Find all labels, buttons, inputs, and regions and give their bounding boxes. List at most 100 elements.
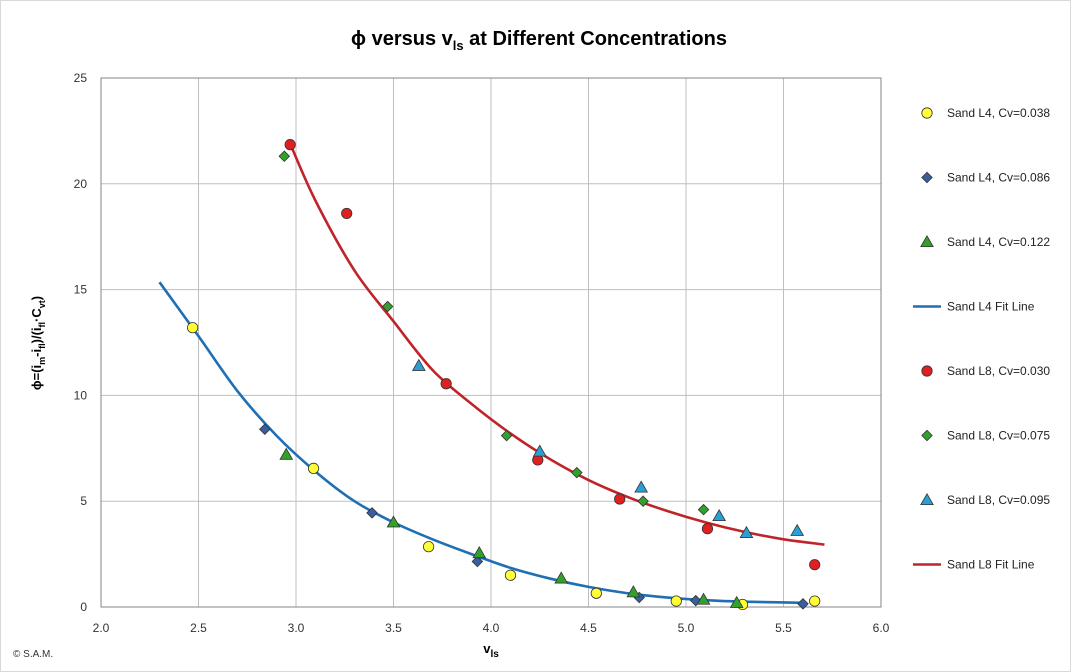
y-axis-label-part: ·C bbox=[29, 308, 44, 322]
data-point bbox=[637, 495, 649, 507]
legend-marker-swatch bbox=[921, 365, 933, 377]
legend: Sand L4, Cv=0.038 Sand L4, Cv=0.086 Sand L… bbox=[913, 106, 1050, 572]
series-sand-l4-cv-0-038 bbox=[187, 322, 821, 611]
legend-entry: Sand L4, Cv=0.122 bbox=[920, 234, 1050, 249]
copyright-credit: © S.A.M. bbox=[13, 649, 53, 660]
x-tick-label: 3.5 bbox=[385, 621, 402, 635]
data-point bbox=[307, 462, 320, 475]
data-point bbox=[279, 447, 294, 460]
data-point bbox=[696, 592, 711, 605]
plot-border bbox=[100, 77, 882, 608]
series-sand-l8-cv-0-095 bbox=[411, 358, 805, 538]
data-point bbox=[422, 541, 435, 553]
data-point bbox=[701, 523, 714, 535]
data-point bbox=[411, 358, 426, 371]
y-axis-label-part: )/(i bbox=[29, 327, 44, 343]
x-tick-label: 3.0 bbox=[288, 621, 305, 635]
data-point bbox=[590, 587, 602, 599]
x-axis-label-main: v bbox=[483, 641, 491, 656]
data-point bbox=[471, 555, 484, 568]
legend-label: Sand L8, Cv=0.075 bbox=[947, 429, 1050, 443]
y-tick-label: 10 bbox=[74, 388, 88, 402]
data-point bbox=[341, 207, 353, 220]
data-point bbox=[729, 595, 744, 608]
legend-label: Sand L8 Fit Line bbox=[947, 558, 1035, 572]
legend-marker-swatch bbox=[921, 171, 933, 184]
y-axis-label-part: vt bbox=[37, 300, 47, 308]
chart-title: ϕ versus vls at Different Concentrations bbox=[351, 28, 727, 53]
legend-marker-swatch bbox=[921, 429, 933, 442]
series-sand-l8-cv-0-030 bbox=[284, 139, 821, 571]
x-tick-label: 5.5 bbox=[775, 621, 792, 635]
data-point bbox=[504, 569, 517, 581]
y-axis-label-part: fl bbox=[37, 322, 47, 328]
y-axis-label-part: ϕ=(i bbox=[29, 365, 44, 390]
data-point bbox=[634, 480, 649, 493]
y-axis-label-part: -i bbox=[29, 349, 44, 357]
legend-label: Sand L4, Cv=0.086 bbox=[947, 171, 1050, 185]
legend-label: Sand L4 Fit Line bbox=[947, 300, 1035, 314]
y-axis-label-part: fl bbox=[37, 343, 47, 349]
fit-line bbox=[288, 143, 825, 546]
x-axis-label-sub: ls bbox=[490, 649, 499, 660]
legend-entry: Sand L4, Cv=0.038 bbox=[921, 106, 1050, 120]
data-point bbox=[739, 525, 754, 538]
data-point bbox=[386, 515, 401, 528]
data-point bbox=[809, 595, 821, 607]
x-tick-label: 2.0 bbox=[93, 621, 110, 635]
data-point bbox=[284, 139, 296, 151]
data-point bbox=[278, 150, 291, 163]
data-point bbox=[440, 378, 452, 390]
x-tick-label: 4.5 bbox=[580, 621, 597, 635]
series-sand-l8-cv-0-075 bbox=[278, 150, 710, 516]
legend-marker-swatch bbox=[920, 492, 934, 506]
data-point bbox=[571, 466, 583, 479]
data-point bbox=[259, 423, 271, 436]
data-point bbox=[790, 523, 805, 536]
data-point bbox=[712, 509, 727, 522]
legend-marker-swatch bbox=[921, 107, 933, 119]
data-point bbox=[670, 595, 682, 607]
legend-entry: Sand L8, Cv=0.095 bbox=[920, 492, 1050, 507]
legend-entry: Sand L4 Fit Line bbox=[913, 300, 1035, 314]
legend-entry: Sand L8, Cv=0.075 bbox=[921, 429, 1050, 443]
legend-label: Sand L8, Cv=0.095 bbox=[947, 493, 1050, 507]
data-point bbox=[187, 322, 199, 334]
plot-area bbox=[100, 77, 882, 608]
data-point bbox=[614, 493, 626, 505]
series-layer bbox=[158, 139, 825, 611]
chart-title-main: ϕ versus v bbox=[351, 28, 454, 50]
x-tick-label: 4.0 bbox=[483, 621, 500, 635]
data-point bbox=[366, 507, 378, 519]
x-tick-label: 2.5 bbox=[190, 621, 207, 635]
data-point bbox=[626, 585, 641, 598]
x-axis-label: vls bbox=[483, 641, 499, 660]
data-point bbox=[532, 444, 547, 457]
data-point bbox=[809, 559, 821, 571]
legend-entry: Sand L8 Fit Line bbox=[913, 558, 1035, 572]
legend-entry: Sand L8, Cv=0.030 bbox=[921, 364, 1050, 378]
chart-title-sub: ls bbox=[453, 38, 464, 53]
y-tick-label: 0 bbox=[80, 600, 87, 614]
data-point bbox=[797, 598, 809, 610]
y-tick-label: 5 bbox=[80, 494, 87, 508]
data-point bbox=[697, 503, 710, 516]
y-tick-label: 15 bbox=[74, 283, 88, 297]
y-axis-label: ϕ=(im-ifl)/(ifl·Cvt) bbox=[29, 296, 47, 390]
series-sand-l8-fit-line bbox=[288, 143, 825, 546]
legend-label: Sand L4, Cv=0.122 bbox=[947, 235, 1050, 249]
y-axis-label-part: ) bbox=[29, 296, 44, 300]
y-tick-labels: 0 5 10 15 20 25 bbox=[74, 71, 88, 614]
legend-marker-swatch bbox=[920, 234, 934, 248]
x-tick-label: 5.0 bbox=[678, 621, 695, 635]
data-point bbox=[472, 546, 487, 559]
y-axis-label-part: m bbox=[37, 357, 47, 365]
data-point bbox=[500, 429, 513, 442]
data-point bbox=[381, 300, 394, 313]
data-point bbox=[554, 571, 569, 584]
y-tick-label: 20 bbox=[74, 177, 88, 191]
chart-title-rest: at Different Concentrations bbox=[464, 28, 727, 50]
legend-label: Sand L4, Cv=0.038 bbox=[947, 106, 1050, 120]
